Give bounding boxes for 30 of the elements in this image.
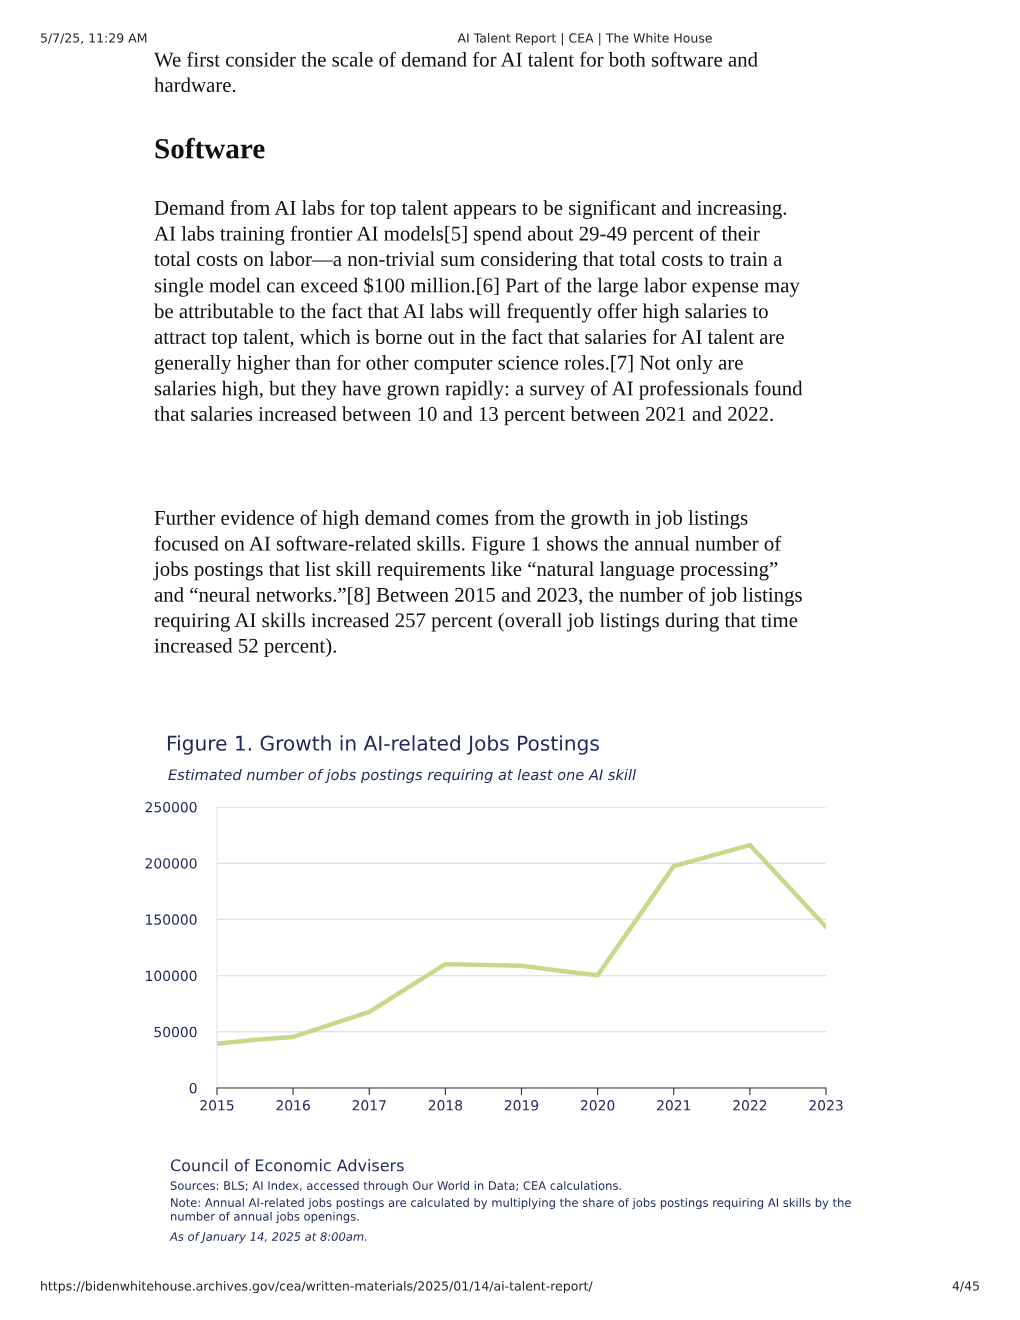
x-tick-label: 2021	[657, 1100, 691, 1111]
y-tick-label: 250000	[145, 801, 197, 813]
y-tick-label: 200000	[145, 858, 197, 869]
y-tick-label: 100000	[146, 970, 197, 982]
text: Council of Economic Advisers	[170, 1159, 404, 1172]
x-tick-label: 2019	[504, 1100, 539, 1111]
x-tick-label: 2018	[428, 1100, 463, 1111]
text: 5/7/25, 11:29 AM	[40, 33, 147, 44]
x-tick-label: 2015	[200, 1100, 234, 1111]
chart-subtitle: Estimated number of jobs postings requiring at least one AI skill	[168, 768, 637, 784]
text: https://bidenwhitehouse.archives.gov/cea/written-materials/2025/01/14/ai-talent-report/	[41, 1281, 593, 1294]
text: Software	[155, 137, 265, 159]
y-tick-label: 0	[189, 1082, 197, 1094]
y-tick-label: 150000	[146, 914, 197, 925]
text: 4/45	[952, 1281, 979, 1292]
x-tick-label: 2023	[809, 1100, 843, 1111]
line-series	[217, 842, 826, 1046]
source-note: Sources: BLS; AI Index, accessed through Our World in Data; CEA calculations.	[170, 1181, 621, 1193]
y-tick-label: 50000	[154, 1026, 197, 1038]
text: Further evidence of high demand comes from the growth in job listings focused on AI software-related skills. Figure 1 shows the annual number of jobs postings that list skill requirements like “natural language processing” and “neural networks.”[8] Between 2015 and 2023, the number of job listings requiring AI skills increased 257 percent (overall job listings during that time increased 52 percent).	[153, 510, 802, 657]
text: Note: Annual AI-related jobs postings are calculated by multiplying the share of jobs postings requiring AI skills by the number of annual jobs openings.	[171, 1198, 851, 1223]
chart-title: Figure 1. Growth in AI-related Jobs Postings	[167, 735, 599, 755]
text: AI Talent Report | CEA | The White House	[457, 33, 712, 46]
x-tick-label: 2017	[352, 1100, 386, 1111]
x-tick-label: 2016	[276, 1100, 310, 1111]
text: Demand from AI labs for top talent appears to be significant and increasing. AI labs training frontier AI models[5] spend about 29-49 percent of their total costs on labor—a non-trivial sum considering that total costs to train a single model can exceed $100 million.[6] Part of the large labor expense may be attributable to the fact that AI labs will frequently offer high salaries to attract top talent, which is borne out in the fact that salaries for AI talent are generally higher than for other computer science roles.[7] Not only are salaries high, but they have grown rapidly: a survey of AI professionals found that salaries increased between 10 and 13 percent between 2021 and 2022.	[154, 200, 803, 426]
x-tick-label: 2022	[733, 1100, 767, 1111]
x-tick-label: 2020	[580, 1100, 615, 1111]
text: As of January 14, 2025 at 8:00am.	[169, 1232, 367, 1244]
text: We first consider the scale of demand for AI talent for both software and hardware.	[154, 51, 758, 93]
